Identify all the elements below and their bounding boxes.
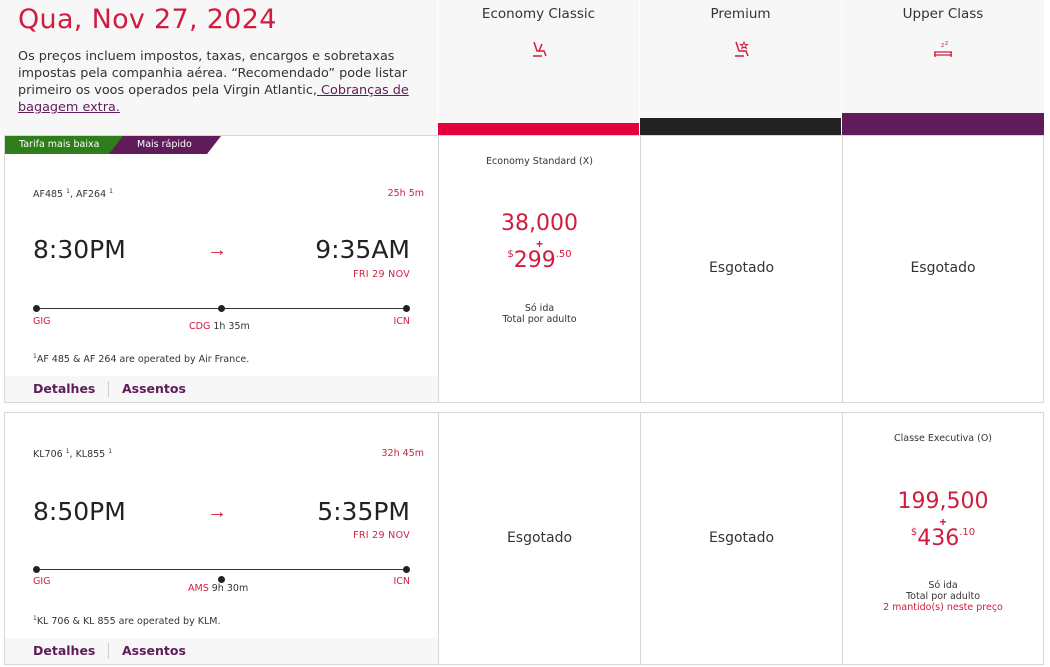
cabin-header-economy: Economy Classic bbox=[438, 0, 639, 135]
fare-name: Economy Standard (X) bbox=[486, 156, 593, 167]
cabin-color-bar bbox=[438, 123, 639, 135]
route-line bbox=[36, 569, 407, 570]
arrow-right-icon: → bbox=[207, 501, 227, 523]
fare-miles: 38,000 bbox=[501, 211, 578, 236]
flight-links: Detalhes Assentos bbox=[5, 638, 438, 664]
cabin-color-bar bbox=[640, 118, 841, 135]
fare-cell-economy[interactable]: Economy Standard (X) 38,000 + $299.50 Só… bbox=[438, 136, 640, 402]
divider bbox=[108, 381, 109, 397]
fare-cell-premium: Esgotado bbox=[640, 413, 842, 664]
upper-class-bed-icon: z z bbox=[934, 40, 952, 57]
svg-text:z: z bbox=[941, 42, 944, 49]
arrival-time: 9:35AM bbox=[315, 235, 410, 264]
economy-seat-icon bbox=[532, 41, 547, 57]
baggage-fees-link[interactable]: Cobranças de bagagem extra. bbox=[18, 83, 409, 115]
destination-airport: ICN bbox=[393, 316, 410, 327]
flight-info: Tarifa mais baixa Mais rápido AF485 1, A… bbox=[5, 136, 438, 402]
destination-dot bbox=[403, 305, 410, 312]
flight-duration: 32h 45m bbox=[381, 448, 424, 459]
details-link[interactable]: Detalhes bbox=[33, 381, 96, 396]
stop-airport: CDG bbox=[189, 321, 211, 332]
stop-dot bbox=[218, 305, 225, 312]
flight-numbers: AF485 1, AF264 1 bbox=[33, 188, 113, 201]
destination-dot bbox=[403, 566, 410, 573]
lowest-fare-badge: Tarifa mais baixa bbox=[5, 136, 123, 154]
fare-note: Só ida Total por adulto bbox=[502, 303, 577, 325]
premium-seat-icon bbox=[734, 40, 749, 57]
plus-sign: + bbox=[535, 237, 543, 251]
flight-links: Detalhes Assentos bbox=[5, 376, 438, 402]
departure-time: 8:50PM bbox=[33, 497, 126, 526]
flight-card: Tarifa mais baixa Mais rápido AF485 1, A… bbox=[4, 135, 1044, 403]
seats-link[interactable]: Assentos bbox=[122, 643, 186, 658]
fastest-badge: Mais rápido bbox=[109, 136, 221, 154]
layover-time: 1h 35m bbox=[213, 321, 250, 332]
svg-text:z: z bbox=[945, 40, 948, 47]
disclaimer-text: Os preços incluem impostos, taxas, encar… bbox=[18, 49, 408, 98]
operated-by-note: 1AF 485 & AF 264 are operated by Air Fra… bbox=[33, 353, 250, 366]
fare-cash: $436.10 bbox=[910, 526, 976, 551]
fare-cell-upper-class: Esgotado bbox=[842, 136, 1043, 402]
fare-cash: $299.50 bbox=[507, 248, 572, 273]
origin-airport: GIG bbox=[33, 316, 51, 327]
sold-out-label: Esgotado bbox=[708, 529, 775, 546]
price-disclaimer: Os preços incluem impostos, taxas, encar… bbox=[18, 48, 413, 116]
fare-cell-upper-class[interactable]: Classe Executiva (O) 199,500 + $436.10 S… bbox=[842, 413, 1043, 664]
stop-dot bbox=[218, 576, 225, 583]
sold-out-label: Esgotado bbox=[910, 260, 976, 276]
arrival-date: FRI 29 NOV bbox=[353, 530, 410, 541]
flight-duration: 25h 5m bbox=[387, 188, 424, 199]
arrival-time: 5:35PM bbox=[317, 497, 410, 526]
seats-link[interactable]: Assentos bbox=[122, 381, 186, 396]
stop-airport: AMS bbox=[188, 583, 209, 594]
cabin-name: Premium bbox=[710, 6, 771, 22]
details-link[interactable]: Detalhes bbox=[33, 643, 96, 658]
origin-airport: GIG bbox=[33, 576, 51, 587]
flight-card: KL706 1, KL855 1 32h 45m 8:50PM → 5:35PM… bbox=[4, 412, 1044, 665]
fare-miles: 199,500 bbox=[897, 489, 989, 514]
departure-time: 8:30PM bbox=[33, 235, 126, 264]
results-header: Qua, Nov 27, 2024 Os preços incluem impo… bbox=[0, 0, 437, 135]
origin-dot bbox=[33, 305, 40, 312]
flight-info: KL706 1, KL855 1 32h 45m 8:50PM → 5:35PM… bbox=[5, 413, 438, 664]
cabin-header-upper-class: Upper Class z z bbox=[842, 0, 1044, 135]
divider bbox=[108, 643, 109, 659]
fare-name: Classe Executiva (O) bbox=[894, 433, 992, 444]
layover: AMS 9h 30m bbox=[188, 583, 248, 594]
origin-dot bbox=[33, 566, 40, 573]
sold-out-label: Esgotado bbox=[506, 529, 573, 546]
destination-airport: ICN bbox=[393, 576, 410, 587]
fare-cell-premium: Esgotado bbox=[640, 136, 842, 402]
arrow-right-icon: → bbox=[207, 239, 227, 261]
cabin-name: Upper Class bbox=[902, 6, 984, 22]
sold-out-label: Esgotado bbox=[708, 260, 775, 276]
page-title: Qua, Nov 27, 2024 bbox=[18, 4, 277, 35]
cabin-header-premium: Premium bbox=[640, 0, 841, 135]
operated-by-note: 1KL 706 & KL 855 are operated by KLM. bbox=[33, 615, 221, 628]
layover: CDG 1h 35m bbox=[189, 321, 250, 332]
cabin-name: Economy Classic bbox=[481, 6, 596, 22]
arrival-date: FRI 29 NOV bbox=[353, 269, 410, 280]
fare-cell-economy: Esgotado bbox=[438, 413, 640, 664]
layover-time: 9h 30m bbox=[211, 583, 249, 594]
seats-held-note: 2 mantido(s) neste preço bbox=[883, 602, 1003, 613]
flight-numbers: KL706 1, KL855 1 bbox=[33, 448, 113, 461]
cabin-color-bar bbox=[842, 113, 1044, 135]
fare-note: Só ida Total por adulto 2 mantido(s) neste… bbox=[843, 580, 1043, 613]
plus-sign: + bbox=[939, 515, 947, 529]
